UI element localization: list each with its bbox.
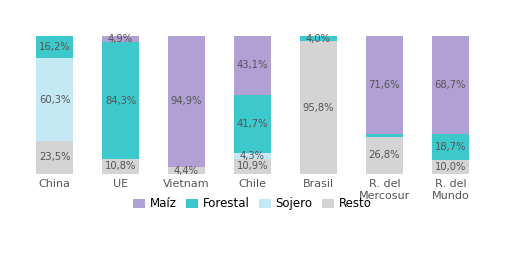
Text: 71,6%: 71,6% [369,80,400,90]
Bar [168,36,205,167]
Bar [103,42,139,159]
Bar [366,136,402,174]
Bar [432,134,469,160]
Bar [432,36,469,134]
Bar [366,134,402,136]
Text: 4,0%: 4,0% [306,34,331,44]
Bar [234,95,271,153]
Text: 43,1%: 43,1% [237,60,268,70]
Bar [234,36,271,95]
Legend: Maíz, Forestal, Sojero, Resto: Maíz, Forestal, Sojero, Resto [129,193,376,215]
Text: 10,0%: 10,0% [435,162,466,172]
Bar [300,36,337,41]
Bar [300,41,337,174]
Bar [36,36,73,58]
Text: 26,8%: 26,8% [369,150,400,160]
Bar [36,141,73,174]
Text: 60,3%: 60,3% [39,94,70,105]
Bar [432,160,469,174]
Bar [234,153,271,159]
Text: 18,7%: 18,7% [435,142,466,152]
Text: 68,7%: 68,7% [435,80,466,90]
Text: 4,9%: 4,9% [108,34,133,44]
Text: 10,8%: 10,8% [105,161,136,171]
Text: 4,4%: 4,4% [174,165,199,176]
Text: 10,9%: 10,9% [237,161,268,171]
Text: 4,3%: 4,3% [240,150,265,161]
Text: 84,3%: 84,3% [105,96,136,106]
Bar [103,159,139,174]
Bar [366,36,402,134]
Bar [168,167,205,174]
Text: 41,7%: 41,7% [237,119,268,129]
Text: 94,9%: 94,9% [171,96,203,106]
Text: 95,8%: 95,8% [302,102,334,112]
Bar [36,58,73,141]
Text: 16,2%: 16,2% [39,42,70,52]
Text: 23,5%: 23,5% [39,152,70,162]
Bar [234,159,271,174]
Bar [103,36,139,42]
